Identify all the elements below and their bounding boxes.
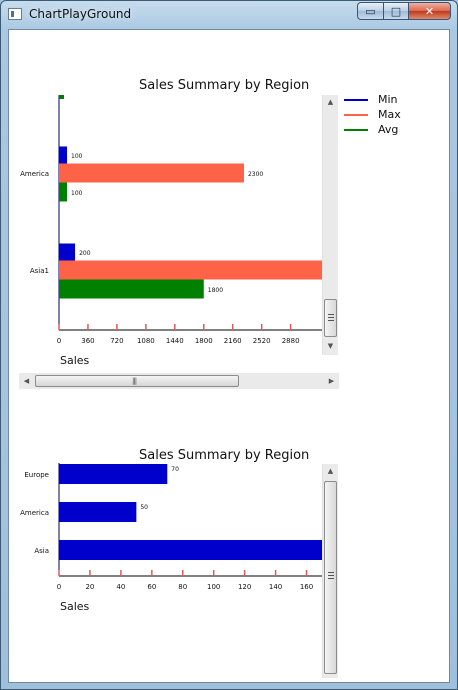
chart1-bar	[59, 163, 244, 183]
chart2-bar	[59, 502, 137, 522]
chart1-x-axis-title: Sales	[60, 354, 90, 367]
app-icon[interactable]	[8, 8, 22, 20]
chart2-plot: 0 20 40 60 80 100 120 140 160 Europe 70 America 50 As…	[20, 463, 322, 591]
minimize-icon: ▭	[365, 4, 376, 18]
chart1-horizontal-scrollbar[interactable]: ◀ ||| ▶	[19, 373, 339, 389]
chart2-x-tick-label: 40	[116, 583, 125, 591]
chart1-bar	[59, 279, 204, 299]
chart2-x-tick-label: 20	[85, 583, 94, 591]
chart1-horizontal-scroll-thumb[interactable]: |||	[35, 375, 239, 387]
legend-item-max: Max	[344, 108, 424, 123]
chart2-x-tick-label: 160	[300, 583, 313, 591]
chart1-plot: 0 360 720 1080 1440 1800 2160 2520 2880 America 10…	[20, 95, 322, 345]
legend-item-avg: Avg	[344, 123, 424, 138]
chart2-category-label: Asia	[34, 547, 49, 555]
scroll-left-arrow-icon[interactable]: ◀	[23, 377, 30, 385]
chart2-category-label: Europe	[24, 471, 49, 479]
chart2-x-tick-label: 60	[147, 583, 156, 591]
chart1-bar	[59, 260, 322, 280]
chart1-x-tick-label: 360	[81, 337, 94, 345]
chart1-data-label: 1800	[208, 287, 223, 294]
chart2-x-tick-label: 80	[178, 583, 187, 591]
chart2-vertical-scroll-thumb[interactable]	[324, 481, 337, 674]
scroll-up-arrow-icon[interactable]: ▲	[327, 98, 334, 106]
chart1-x-tick-label: 1800	[195, 337, 213, 345]
chart1-bar	[59, 146, 68, 164]
legend-swatch-min	[344, 99, 368, 101]
scroll-down-arrow-icon[interactable]: ▼	[327, 342, 334, 350]
legend-label-avg: Avg	[378, 123, 399, 136]
legend-swatch-avg	[344, 129, 368, 131]
chart2-x-tick-label: 0	[57, 583, 61, 591]
chart1-data-label: 200	[79, 250, 91, 257]
chart1-title: Sales Summary by Region	[139, 78, 310, 93]
window-title: ChartPlayGround	[29, 7, 132, 21]
chart1-vertical-scrollbar[interactable]: ▲ ▼	[322, 95, 338, 355]
chart2-x-tick-label: 120	[238, 583, 251, 591]
chart2-x-axis-title: Sales	[60, 600, 90, 613]
chart1-data-label: 100	[71, 153, 83, 160]
chart1-x-tick-label: 1080	[137, 337, 155, 345]
close-icon: ✕	[424, 4, 435, 18]
maximize-icon: □	[390, 4, 402, 18]
chart2-data-label: 70	[171, 466, 179, 473]
title-bar[interactable]: ChartPlayGround ▭ □ ✕	[1, 1, 457, 29]
chart1-data-label: 100	[71, 190, 83, 197]
minimize-button[interactable]: ▭	[357, 2, 383, 20]
chart1-x-tick-label: 1440	[166, 337, 184, 345]
chart2-vertical-scrollbar[interactable]: ▲	[322, 464, 338, 678]
chart1-legend: Min Max Avg	[344, 93, 424, 138]
chart1-x-tick-label: 2880	[282, 337, 300, 345]
chart2-bar	[59, 540, 322, 560]
chart1-x-tick-label: 2520	[253, 337, 271, 345]
chart1-data-label: 2300	[248, 171, 263, 178]
chart2-x-tick-label: 140	[269, 583, 282, 591]
scroll-up-arrow-icon[interactable]: ▲	[327, 467, 334, 475]
chart1-bar	[59, 243, 76, 261]
caption-buttons: ▭ □ ✕	[357, 2, 451, 21]
chart1-vertical-scroll-thumb[interactable]	[324, 299, 337, 337]
chart2-bar	[59, 464, 168, 484]
close-button[interactable]: ✕	[408, 2, 451, 20]
chart2-category-label: America	[20, 509, 49, 517]
chart1-bar-clipped	[59, 95, 64, 99]
legend-swatch-max	[344, 114, 368, 116]
chart1-x-tick-label: 720	[110, 337, 123, 345]
legend-item-min: Min	[344, 93, 424, 108]
chart2-data-label: 50	[140, 504, 148, 511]
client-area: Sales Summary by Region Min Max Avg 0 360…	[8, 29, 450, 683]
chart1-category-label: America	[20, 170, 49, 178]
scroll-right-arrow-icon[interactable]: ▶	[328, 377, 335, 385]
chart1-x-tick-label: 0	[57, 337, 61, 345]
legend-label-min: Min	[378, 93, 398, 106]
scroll-grip-icon: |||	[132, 377, 137, 385]
maximize-button[interactable]: □	[383, 2, 408, 20]
chart2-x-tick-label: 100	[207, 583, 220, 591]
legend-label-max: Max	[378, 108, 401, 121]
chart1-x-tick-label: 2160	[224, 337, 242, 345]
chart2-title: Sales Summary by Region	[139, 448, 310, 463]
chart1-category-label: Asia1	[30, 267, 49, 275]
chart1-bar	[59, 182, 68, 202]
